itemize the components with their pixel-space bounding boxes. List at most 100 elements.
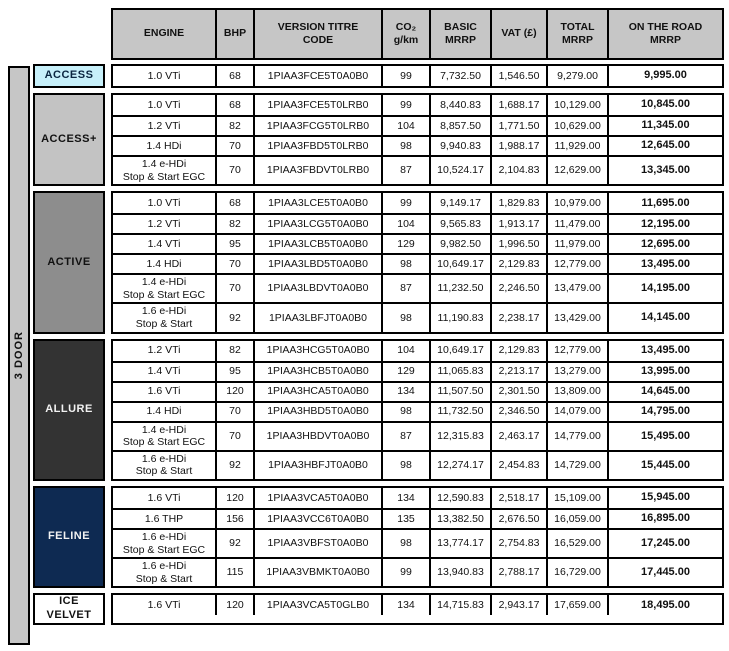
cell-total-mrrp: 10,129.00 — [548, 95, 609, 115]
trim-table-feline: 1.6 VTi 120 1PIAA3VCA5T0A0B0 134 12,590.83 2,… — [111, 485, 724, 589]
cell-co2: 98 — [383, 137, 431, 155]
table-row: 1.6 e-HDi Stop & Start 115 1PIAA3VBMKT0A0B… — [113, 557, 722, 587]
cell-total-mrrp: 17,659.00 — [548, 595, 609, 616]
cell-otr-mrrp: 17,245.00 — [641, 536, 690, 549]
trim-group-ice-velvet: ICE VELVET 1.6 VTi 120 1PIAA3VCA5T0GLB0 134 1… — [33, 593, 724, 625]
cell-bhp: 68 — [217, 193, 255, 214]
cell-co2: 99 — [383, 66, 431, 86]
col-header-otr-mrrp: ON THE ROAD MRRP — [628, 20, 703, 46]
table-row: 1.2 VTi 82 1PIAA3HCG5T0A0B0 104 10,649.17 2,1… — [113, 340, 722, 361]
cell-version-code: 1PIAA3HCA5T0A0B0 — [255, 382, 383, 401]
cell-vat: 1,988.17 — [492, 137, 548, 155]
cell-version-code: 1PIAA3FCE5T0A0B0 — [255, 66, 383, 86]
cell-total-mrrp: 15,109.00 — [548, 487, 609, 508]
cell-engine: 1.0 VTi — [113, 95, 217, 115]
trim-label-access: ACCESS — [33, 64, 105, 88]
cell-otr-mrrp: 16,895.00 — [641, 512, 690, 525]
cell-vat: 1,996.50 — [492, 235, 548, 254]
cell-version-code: 1PIAA3HBFJT0A0B0 — [255, 451, 383, 479]
cell-otr-mrrp: 15,495.00 — [641, 429, 690, 442]
table-row: 1.6 THP 156 1PIAA3VCC6T0A0B0 135 13,382.50 2,… — [113, 507, 722, 528]
table-row: 1.2 VTi 82 1PIAA3LCG5T0A0B0 104 9,565.83 1,91… — [113, 213, 722, 234]
cell-basic-mrrp: 12,590.83 — [431, 487, 492, 508]
cell-basic-mrrp: 11,732.50 — [431, 402, 492, 421]
cell-basic-mrrp: 11,065.83 — [431, 362, 492, 381]
cell-version-code: 1PIAA3LCG5T0A0B0 — [255, 215, 383, 234]
col-header-version-code: VERSION TITRE CODE — [255, 10, 383, 58]
cell-total-mrrp: 13,809.00 — [548, 382, 609, 401]
cell-co2: 99 — [383, 559, 431, 587]
cell-vat: 2,463.17 — [492, 422, 548, 450]
trim-label-ice-velvet: ICE VELVET — [33, 593, 105, 625]
cell-total-mrrp: 14,079.00 — [548, 402, 609, 421]
cell-version-code: 1PIAA3FBDVT0LRB0 — [255, 157, 383, 185]
price-table: ENGINE BHP VERSION TITRE CODE CO₂ g/km B… — [33, 8, 724, 625]
cell-engine: 1.2 VTi — [113, 215, 217, 234]
cell-engine: 1.6 THP — [113, 509, 217, 528]
cell-version-code: 1PIAA3VCA5T0GLB0 — [255, 595, 383, 616]
trim-table-access-plus: 1.0 VTi 68 1PIAA3FCE5T0LRB0 99 8,440.83 1,688… — [111, 93, 724, 187]
cell-vat: 2,754.83 — [492, 529, 548, 558]
cell-total-mrrp: 16,059.00 — [548, 509, 609, 528]
cell-vat: 2,301.50 — [492, 382, 548, 401]
table-row: 1.4 e-HDi Stop & Start EGC 70 1PIAA3HBDVT0… — [113, 420, 722, 450]
cell-bhp: 70 — [217, 137, 255, 155]
cell-vat: 1,688.17 — [492, 95, 548, 115]
cell-otr-mrrp: 17,445.00 — [641, 566, 690, 579]
trim-group-feline: FELINE 1.6 VTi 120 1PIAA3VCA5T0A0B0 134 12,59… — [33, 485, 724, 589]
cell-otr-mrrp: 12,695.00 — [641, 237, 690, 250]
cell-engine: 1.6 VTi — [113, 595, 217, 616]
cell-version-code: 1PIAA3VCC6T0A0B0 — [255, 509, 383, 528]
cell-vat: 2,129.83 — [492, 255, 548, 274]
cell-vat: 2,213.17 — [492, 362, 548, 381]
cell-vat: 1,829.83 — [492, 193, 548, 214]
cell-co2: 104 — [383, 215, 431, 234]
cell-basic-mrrp: 13,940.83 — [431, 559, 492, 587]
cell-total-mrrp: 16,729.00 — [548, 559, 609, 587]
cell-vat: 2,788.17 — [492, 559, 548, 587]
cell-version-code: 1PIAA3VBFST0A0B0 — [255, 529, 383, 558]
cell-basic-mrrp: 11,232.50 — [431, 275, 492, 303]
cell-basic-mrrp: 8,857.50 — [431, 117, 492, 135]
table-header-row: ENGINE BHP VERSION TITRE CODE CO₂ g/km B… — [111, 8, 724, 60]
cell-vat: 2,129.83 — [492, 340, 548, 361]
table-row: 1.0 VTi 68 1PIAA3FCE5T0A0B0 99 7,732.50 1,546… — [113, 66, 722, 86]
cell-otr-mrrp: 11,345.00 — [641, 119, 690, 132]
cell-otr-mrrp: 10,845.00 — [641, 98, 690, 111]
cell-basic-mrrp: 11,507.50 — [431, 382, 492, 401]
body-style-bar: 3 DOOR — [8, 66, 30, 645]
body-style-label: 3 DOOR — [13, 331, 25, 380]
cell-vat: 1,913.17 — [492, 215, 548, 234]
cell-engine: 1.4 HDi — [113, 402, 217, 421]
table-row: 1.4 HDi 70 1PIAA3LBD5T0A0B0 98 10,649.17 2,12… — [113, 253, 722, 274]
trim-label-access-plus: ACCESS+ — [33, 93, 105, 187]
trim-label-feline: FELINE — [33, 485, 105, 589]
cell-version-code: 1PIAA3LBDVT0A0B0 — [255, 275, 383, 303]
table-row: 1.4 HDi 70 1PIAA3HBD5T0A0B0 98 11,732.50 2,34… — [113, 400, 722, 421]
cell-otr-mrrp: 13,345.00 — [641, 164, 690, 176]
cell-version-code: 1PIAA3LBD5T0A0B0 — [255, 255, 383, 274]
col-header-vat: VAT (£) — [492, 10, 548, 58]
cell-basic-mrrp: 11,190.83 — [431, 304, 492, 332]
cell-version-code: 1PIAA3FCG5T0LRB0 — [255, 117, 383, 135]
cell-basic-mrrp: 14,715.83 — [431, 595, 492, 616]
cell-co2: 135 — [383, 509, 431, 528]
table-row: 1.0 VTi 68 1PIAA3FCE5T0LRB0 99 8,440.83 1,688… — [113, 95, 722, 115]
cell-total-mrrp: 11,929.00 — [548, 137, 609, 155]
cell-total-mrrp: 13,479.00 — [548, 275, 609, 303]
col-header-engine: ENGINE — [113, 10, 217, 58]
table-row: 1.6 e-HDi Stop & Start 92 1PIAA3HBFJT0A0B0… — [113, 449, 722, 479]
trim-label-active: ACTIVE — [33, 191, 105, 334]
cell-bhp: 120 — [217, 382, 255, 401]
cell-bhp: 92 — [217, 304, 255, 332]
cell-bhp: 92 — [217, 451, 255, 479]
cell-engine: 1.4 VTi — [113, 362, 217, 381]
cell-version-code: 1PIAA3LBFJT0A0B0 — [255, 304, 383, 332]
cell-total-mrrp: 9,279.00 — [548, 66, 609, 86]
cell-basic-mrrp: 10,649.17 — [431, 255, 492, 274]
table-row: 1.2 VTi 82 1PIAA3FCG5T0LRB0 104 8,857.50 1,77… — [113, 115, 722, 135]
cell-basic-mrrp: 10,649.17 — [431, 340, 492, 361]
cell-bhp: 70 — [217, 402, 255, 421]
cell-total-mrrp: 13,279.00 — [548, 362, 609, 381]
